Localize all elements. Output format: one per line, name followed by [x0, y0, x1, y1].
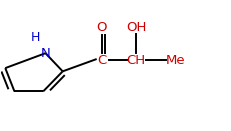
Text: O: O: [97, 21, 107, 34]
Text: C: C: [97, 54, 106, 67]
Text: Me: Me: [165, 54, 185, 67]
Text: CH: CH: [127, 54, 146, 67]
Text: N: N: [41, 47, 50, 60]
Text: OH: OH: [126, 21, 146, 34]
Text: H: H: [30, 31, 40, 44]
